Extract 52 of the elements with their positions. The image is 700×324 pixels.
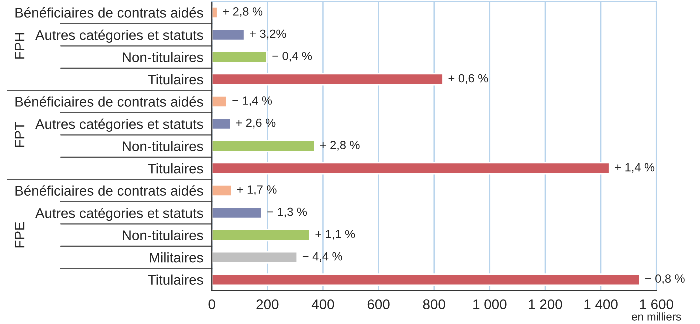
y-tick-label: Titulaires — [148, 274, 204, 285]
bar — [212, 73, 444, 86]
text: FPH — [15, 33, 25, 59]
x-tick-label: 1 400 — [584, 300, 618, 310]
annotation: + 1,7 % — [237, 186, 277, 196]
annotation: + 1,1 % — [316, 230, 356, 240]
y-tick-label: Militaires — [150, 252, 204, 263]
y-tick-label: Non-titulaires — [123, 230, 204, 240]
y-tick-label: Non-titulaires — [123, 141, 204, 152]
x-tick-label: 600 — [368, 300, 390, 310]
x-tick-label: 1 600 — [640, 300, 674, 310]
x-tick-label: 200 — [256, 300, 279, 310]
y-tick-label: Titulaires — [148, 74, 204, 85]
x-tick-label: 0 — [208, 300, 216, 310]
annotation: + 2,8 % — [320, 141, 360, 151]
annotation: − 0,4 % — [272, 52, 312, 62]
y-tick-label: Non-titulaires — [123, 52, 204, 62]
bar — [212, 184, 233, 198]
text: FPT — [15, 122, 25, 148]
bar — [212, 251, 298, 264]
annotation: + 2,8 % — [223, 8, 263, 18]
bar — [212, 6, 218, 20]
x-tick-label: 800 — [423, 300, 446, 310]
text: FPE — [15, 222, 25, 248]
y-tick-label: Autres catégories et statuts — [36, 208, 204, 222]
x-axis-title: en milliers — [632, 312, 682, 321]
annotation: − 4,4 % — [302, 252, 342, 262]
y-tick-label: Autres catégories et statuts — [36, 30, 204, 43]
annotation: + 2,6 % — [236, 118, 276, 129]
x-tick-label: 1 000 — [474, 300, 507, 310]
y-tick-label: Bénéficiaires de contrats aidés — [16, 96, 204, 107]
bar — [212, 229, 311, 242]
annotation: − 1,3 % — [268, 208, 308, 218]
bar — [212, 28, 246, 42]
bar — [212, 274, 641, 286]
bar — [212, 206, 263, 220]
x-tick-label: 1 200 — [529, 300, 562, 310]
annotation: + 1,4 % — [615, 163, 655, 174]
y-tick-label: Bénéficiaires de contrats aidés — [16, 8, 204, 18]
annotation: + 3,2% — [250, 30, 286, 40]
y-tick-label: Autres catégories et statuts — [36, 118, 204, 132]
annotation: + 0,6 % — [448, 74, 488, 84]
bar — [212, 96, 228, 108]
y-tick-label: Bénéficiaires de contrats aidés — [16, 186, 204, 196]
bar — [212, 140, 316, 153]
annotation: − 1,4 % — [232, 96, 272, 106]
bar — [212, 51, 268, 64]
x-tick-label: 400 — [312, 300, 334, 310]
annotation: − 0,8 % — [646, 274, 685, 284]
bar — [212, 162, 610, 175]
bar — [212, 118, 232, 130]
y-tick-label: Titulaires — [148, 164, 204, 174]
